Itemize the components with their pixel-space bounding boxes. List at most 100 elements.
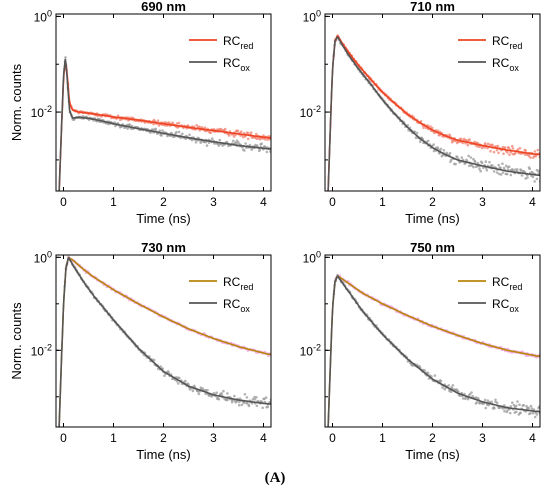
y-axis-label: Norm. counts [9,302,24,380]
data-point-red-202 [223,127,227,131]
data-point-ox-194 [486,399,490,403]
data-point-ox-242 [255,144,259,147]
series-fit-line-ox [327,275,540,427]
data-point-red-230 [246,131,250,135]
series-fit-line-red [58,60,271,191]
plot-area [327,34,540,191]
plot-area [327,273,540,427]
data-point-ox-222 [508,411,512,415]
data-point-ox-221 [238,397,242,401]
data-point-ox-180 [475,401,479,404]
data-point-ox-135 [439,147,443,151]
data-point-ox-183 [478,167,481,171]
data-point-ox-214 [502,166,506,170]
chart-title: 750 nm [410,240,455,255]
data-point-ox-250 [531,175,535,179]
data-point-ox-150 [451,384,455,387]
data-point-ox-122 [160,134,163,137]
data-point-ox-205 [495,171,499,174]
data-point-ox-205 [226,398,229,402]
data-point-ox-163 [461,397,465,400]
data-point-ox-242 [255,404,259,408]
series-points-ox [332,273,540,419]
x-tick-label: 1 [110,195,117,209]
data-point-red-177 [473,140,477,144]
data-point-ox-201 [492,170,496,173]
legend-entry-ox: RCox [492,297,519,314]
x-tick-label: 0 [60,431,67,445]
data-point-ox-148 [449,158,453,162]
data-point-ox-245 [258,148,262,151]
legend-entry-ox: RCox [492,56,519,73]
data-point-ox-210 [230,400,234,404]
x-tick-label: 2 [160,195,167,209]
data-point-ox-191 [484,406,488,410]
data-point-ox-226 [243,149,246,152]
series-points-ox [332,35,540,183]
data-point-ox-257 [537,172,540,175]
data-point-ox-223 [240,403,244,407]
data-point-ox-144 [447,384,451,387]
y-tick-label: 10-2 [300,342,321,358]
data-point-red-245 [527,154,531,158]
x-axis-label: Time (ns) [136,447,190,462]
data-point-red-194 [486,142,490,146]
data-point-red-206 [496,144,500,148]
data-point-ox-120 [159,365,162,368]
data-point-ox-172 [469,156,473,159]
x-tick-label: 0 [60,195,67,209]
data-point-red-228 [513,152,517,155]
x-tick-label: 2 [160,431,167,445]
chart-title: 730 nm [141,240,186,255]
data-point-ox-212 [501,162,504,165]
data-point-ox-144 [177,376,181,380]
data-point-ox-187 [480,161,484,165]
data-point-ox-127 [433,374,437,377]
x-tick-label: 0 [329,195,336,209]
chart-title: 690 nm [141,0,186,14]
data-point-red-207 [497,151,500,155]
data-point-ox-231 [516,400,519,403]
data-point-red-127 [164,121,167,124]
data-point-red-226 [511,147,515,150]
x-tick-label: 4 [529,431,536,445]
x-tick-label: 0 [329,431,336,445]
data-point-ox-245 [527,406,530,410]
y-axis-label: Norm. counts [9,63,24,141]
data-point-ox-119 [426,371,430,375]
data-point-red-197 [489,150,492,153]
data-point-ox-169 [197,392,201,396]
data-point-ox-79 [126,127,129,130]
data-point-ox-165 [194,141,198,144]
figure-panel-label: (A) [264,470,286,486]
y-tick-label: 100 [303,8,321,24]
series-points-red [63,64,271,141]
data-point-ox-255 [535,413,539,416]
data-point-red-131 [167,121,171,124]
data-point-ox-235 [519,411,522,415]
data-point-ox-119 [426,139,430,143]
data-point-red-214 [502,152,505,156]
y-tick-label: 100 [303,249,321,265]
data-point-ox-171 [199,141,202,144]
x-tick-label: 4 [529,195,536,209]
y-tick-label: 100 [34,249,52,265]
data-point-red-170 [198,125,202,129]
data-point-ox-215 [503,409,506,413]
data-point-red-117 [156,119,160,122]
data-point-red-169 [466,143,470,147]
data-point-red-231 [246,137,250,141]
data-point-ox-250 [531,411,535,415]
data-point-ox-253 [533,180,536,183]
data-point-ox-217 [505,164,508,168]
data-point-ox-135 [439,379,443,383]
data-point-ox-222 [509,173,513,177]
data-point-ox-213 [233,394,236,398]
data-point-ox-227 [244,142,247,145]
data-point-ox-220 [238,400,241,404]
data-point-ox-148 [181,132,184,136]
data-point-red-160 [459,137,463,141]
data-point-ox-143 [177,382,180,385]
data-point-red-224 [510,144,514,148]
legend-entry-red: RCred [223,275,253,292]
